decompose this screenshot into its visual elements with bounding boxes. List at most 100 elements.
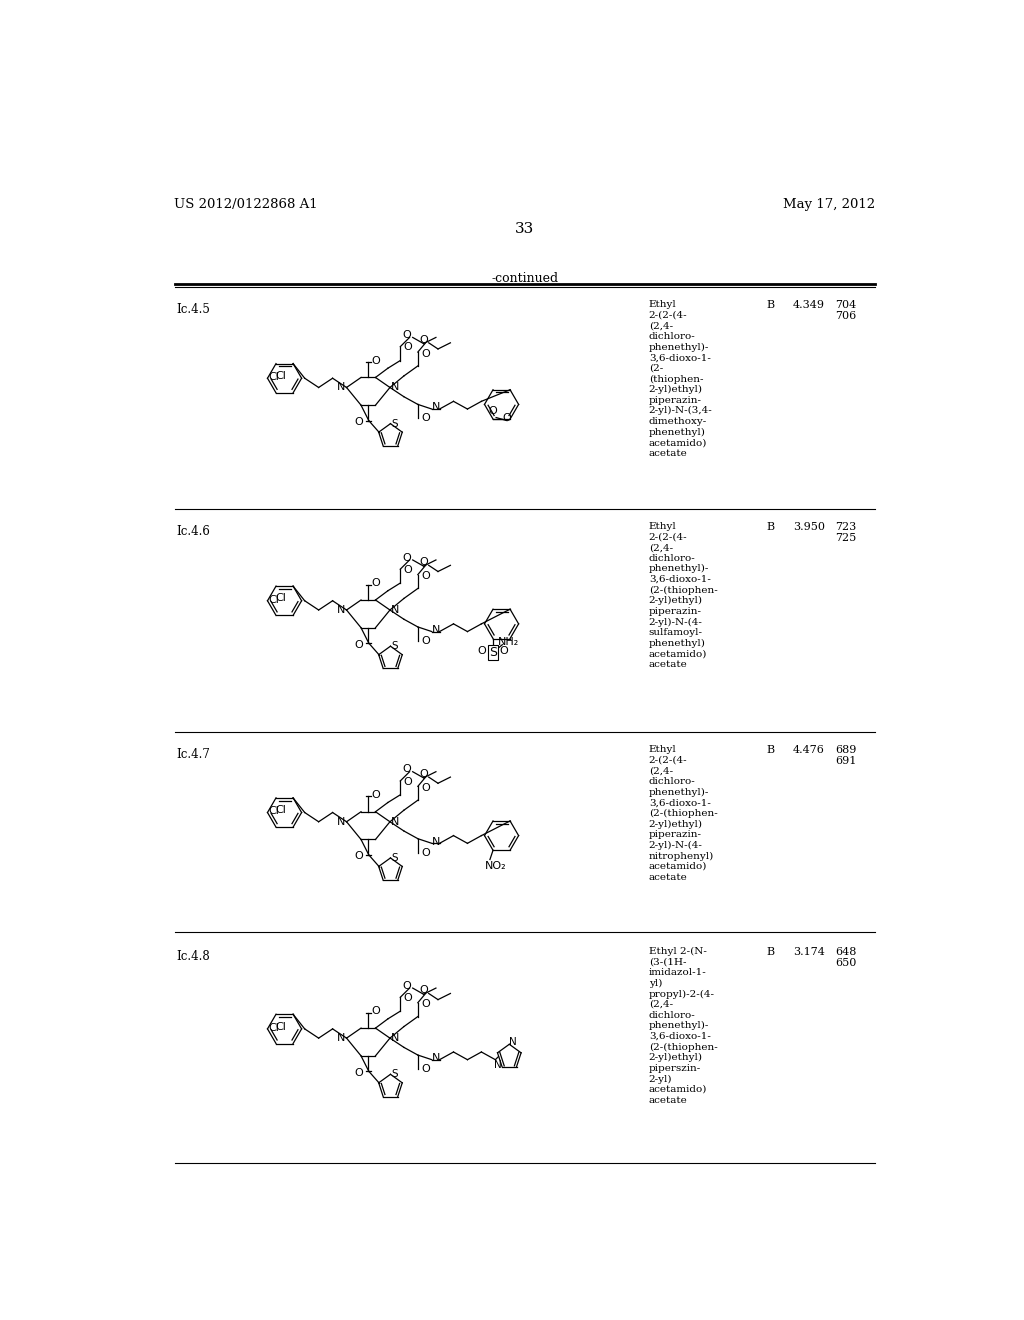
Text: dichloro-: dichloro- bbox=[649, 553, 695, 562]
Text: (2-(thiophen-: (2-(thiophen- bbox=[649, 809, 718, 818]
Text: S: S bbox=[392, 853, 398, 863]
Text: 2-(2-(4-: 2-(2-(4- bbox=[649, 756, 687, 764]
Text: 723: 723 bbox=[835, 521, 856, 532]
Text: 3,6-dioxo-1-: 3,6-dioxo-1- bbox=[649, 1032, 711, 1041]
Text: Cl: Cl bbox=[275, 371, 286, 381]
Text: Ethyl 2-(N-: Ethyl 2-(N- bbox=[649, 946, 707, 956]
Text: O: O bbox=[403, 342, 413, 352]
Text: O: O bbox=[372, 578, 380, 587]
Text: N: N bbox=[337, 383, 345, 392]
Text: 691: 691 bbox=[835, 756, 856, 766]
Text: Cl: Cl bbox=[275, 805, 286, 816]
Text: 2-(2-(4-: 2-(2-(4- bbox=[649, 532, 687, 541]
Text: May 17, 2012: May 17, 2012 bbox=[783, 198, 876, 211]
Text: N: N bbox=[391, 817, 399, 826]
Text: nitrophenyl): nitrophenyl) bbox=[649, 851, 714, 861]
Text: 3.174: 3.174 bbox=[793, 946, 824, 957]
Text: 2-yl)-N-(3,4-: 2-yl)-N-(3,4- bbox=[649, 407, 713, 416]
Text: NH₂: NH₂ bbox=[498, 636, 519, 647]
Text: 3.950: 3.950 bbox=[793, 521, 825, 532]
Text: N: N bbox=[495, 1060, 502, 1071]
Text: piperazin-: piperazin- bbox=[649, 396, 701, 405]
Text: acetamido): acetamido) bbox=[649, 1085, 708, 1094]
Text: O: O bbox=[354, 640, 364, 649]
Text: O: O bbox=[420, 770, 428, 779]
Text: (2,4-: (2,4- bbox=[649, 767, 673, 775]
Text: phenethyl)-: phenethyl)- bbox=[649, 343, 710, 351]
Text: O: O bbox=[402, 553, 411, 562]
Text: Ic.4.6: Ic.4.6 bbox=[176, 525, 210, 539]
Text: dichloro-: dichloro- bbox=[649, 331, 695, 341]
Text: O: O bbox=[403, 776, 413, 787]
Text: O: O bbox=[420, 986, 428, 995]
Text: N: N bbox=[337, 817, 345, 826]
Text: N: N bbox=[337, 605, 345, 615]
Text: Ic.4.5: Ic.4.5 bbox=[176, 304, 210, 317]
Text: piperszin-: piperszin- bbox=[649, 1064, 701, 1073]
Text: Ic.4.8: Ic.4.8 bbox=[176, 950, 210, 964]
Text: Ic.4.7: Ic.4.7 bbox=[176, 748, 210, 762]
Text: O: O bbox=[420, 557, 428, 568]
Text: O: O bbox=[354, 417, 364, 428]
Text: (2,4-: (2,4- bbox=[649, 1001, 673, 1008]
Text: N: N bbox=[391, 1034, 399, 1043]
Text: Ethyl: Ethyl bbox=[649, 744, 677, 754]
Text: (2-(thiophen-: (2-(thiophen- bbox=[649, 586, 718, 595]
Text: O: O bbox=[421, 348, 430, 359]
Text: 2-yl)ethyl): 2-yl)ethyl) bbox=[649, 1053, 702, 1063]
Text: Cl: Cl bbox=[275, 594, 286, 603]
Text: O: O bbox=[402, 764, 411, 775]
Text: S: S bbox=[489, 645, 497, 659]
Text: O: O bbox=[420, 335, 428, 345]
Text: O: O bbox=[500, 645, 508, 656]
Text: 3,6-dioxo-1-: 3,6-dioxo-1- bbox=[649, 799, 711, 808]
Text: 704: 704 bbox=[835, 300, 856, 310]
Text: N: N bbox=[431, 837, 440, 846]
Text: 4.349: 4.349 bbox=[793, 300, 825, 310]
Text: acetate: acetate bbox=[649, 660, 687, 669]
Text: N: N bbox=[431, 403, 440, 412]
Text: 689: 689 bbox=[835, 744, 856, 755]
Text: O: O bbox=[372, 355, 380, 366]
Text: O: O bbox=[488, 407, 498, 416]
Text: acetate: acetate bbox=[649, 449, 687, 458]
Text: phenethyl): phenethyl) bbox=[649, 639, 706, 648]
Text: O: O bbox=[402, 981, 411, 991]
Text: O: O bbox=[421, 413, 430, 424]
Text: 4.476: 4.476 bbox=[793, 744, 824, 755]
Text: acetate: acetate bbox=[649, 873, 687, 882]
Text: 725: 725 bbox=[835, 533, 856, 543]
Text: piperazin-: piperazin- bbox=[649, 607, 701, 616]
Text: 3,6-dioxo-1-: 3,6-dioxo-1- bbox=[649, 354, 711, 362]
Text: acetamido): acetamido) bbox=[649, 438, 708, 447]
Text: 3,6-dioxo-1-: 3,6-dioxo-1- bbox=[649, 576, 711, 583]
Text: yl): yl) bbox=[649, 978, 663, 987]
Text: N: N bbox=[337, 1034, 345, 1043]
Text: Ethyl: Ethyl bbox=[649, 300, 677, 309]
Text: 2-yl)ethyl): 2-yl)ethyl) bbox=[649, 385, 702, 395]
Text: acetate: acetate bbox=[649, 1096, 687, 1105]
Text: 706: 706 bbox=[835, 312, 856, 321]
Text: US 2012/0122868 A1: US 2012/0122868 A1 bbox=[174, 198, 318, 211]
Text: 2-yl): 2-yl) bbox=[649, 1074, 673, 1084]
Text: Cl: Cl bbox=[268, 1023, 280, 1032]
Text: (2-(thiophen-: (2-(thiophen- bbox=[649, 1043, 718, 1052]
Text: acetamido): acetamido) bbox=[649, 862, 708, 871]
Text: O: O bbox=[402, 330, 411, 341]
Text: (3-(1H-: (3-(1H- bbox=[649, 957, 686, 966]
Text: (2,4-: (2,4- bbox=[649, 321, 673, 330]
Text: 2-yl)-N-(4-: 2-yl)-N-(4- bbox=[649, 841, 702, 850]
Text: dimethoxy-: dimethoxy- bbox=[649, 417, 707, 426]
Text: S: S bbox=[392, 1069, 398, 1080]
Text: acetamido): acetamido) bbox=[649, 649, 708, 659]
Text: Ethyl: Ethyl bbox=[649, 521, 677, 531]
Text: (thiophen-: (thiophen- bbox=[649, 375, 703, 384]
Text: phenethyl)-: phenethyl)- bbox=[649, 1022, 710, 1031]
Text: phenethyl)-: phenethyl)- bbox=[649, 565, 710, 573]
Text: O: O bbox=[421, 847, 430, 858]
Text: 33: 33 bbox=[515, 222, 535, 235]
Text: 2-(2-(4-: 2-(2-(4- bbox=[649, 310, 687, 319]
Text: phenethyl): phenethyl) bbox=[649, 428, 706, 437]
Text: imidazol-1-: imidazol-1- bbox=[649, 968, 707, 977]
Text: 2-yl)ethyl): 2-yl)ethyl) bbox=[649, 820, 702, 829]
